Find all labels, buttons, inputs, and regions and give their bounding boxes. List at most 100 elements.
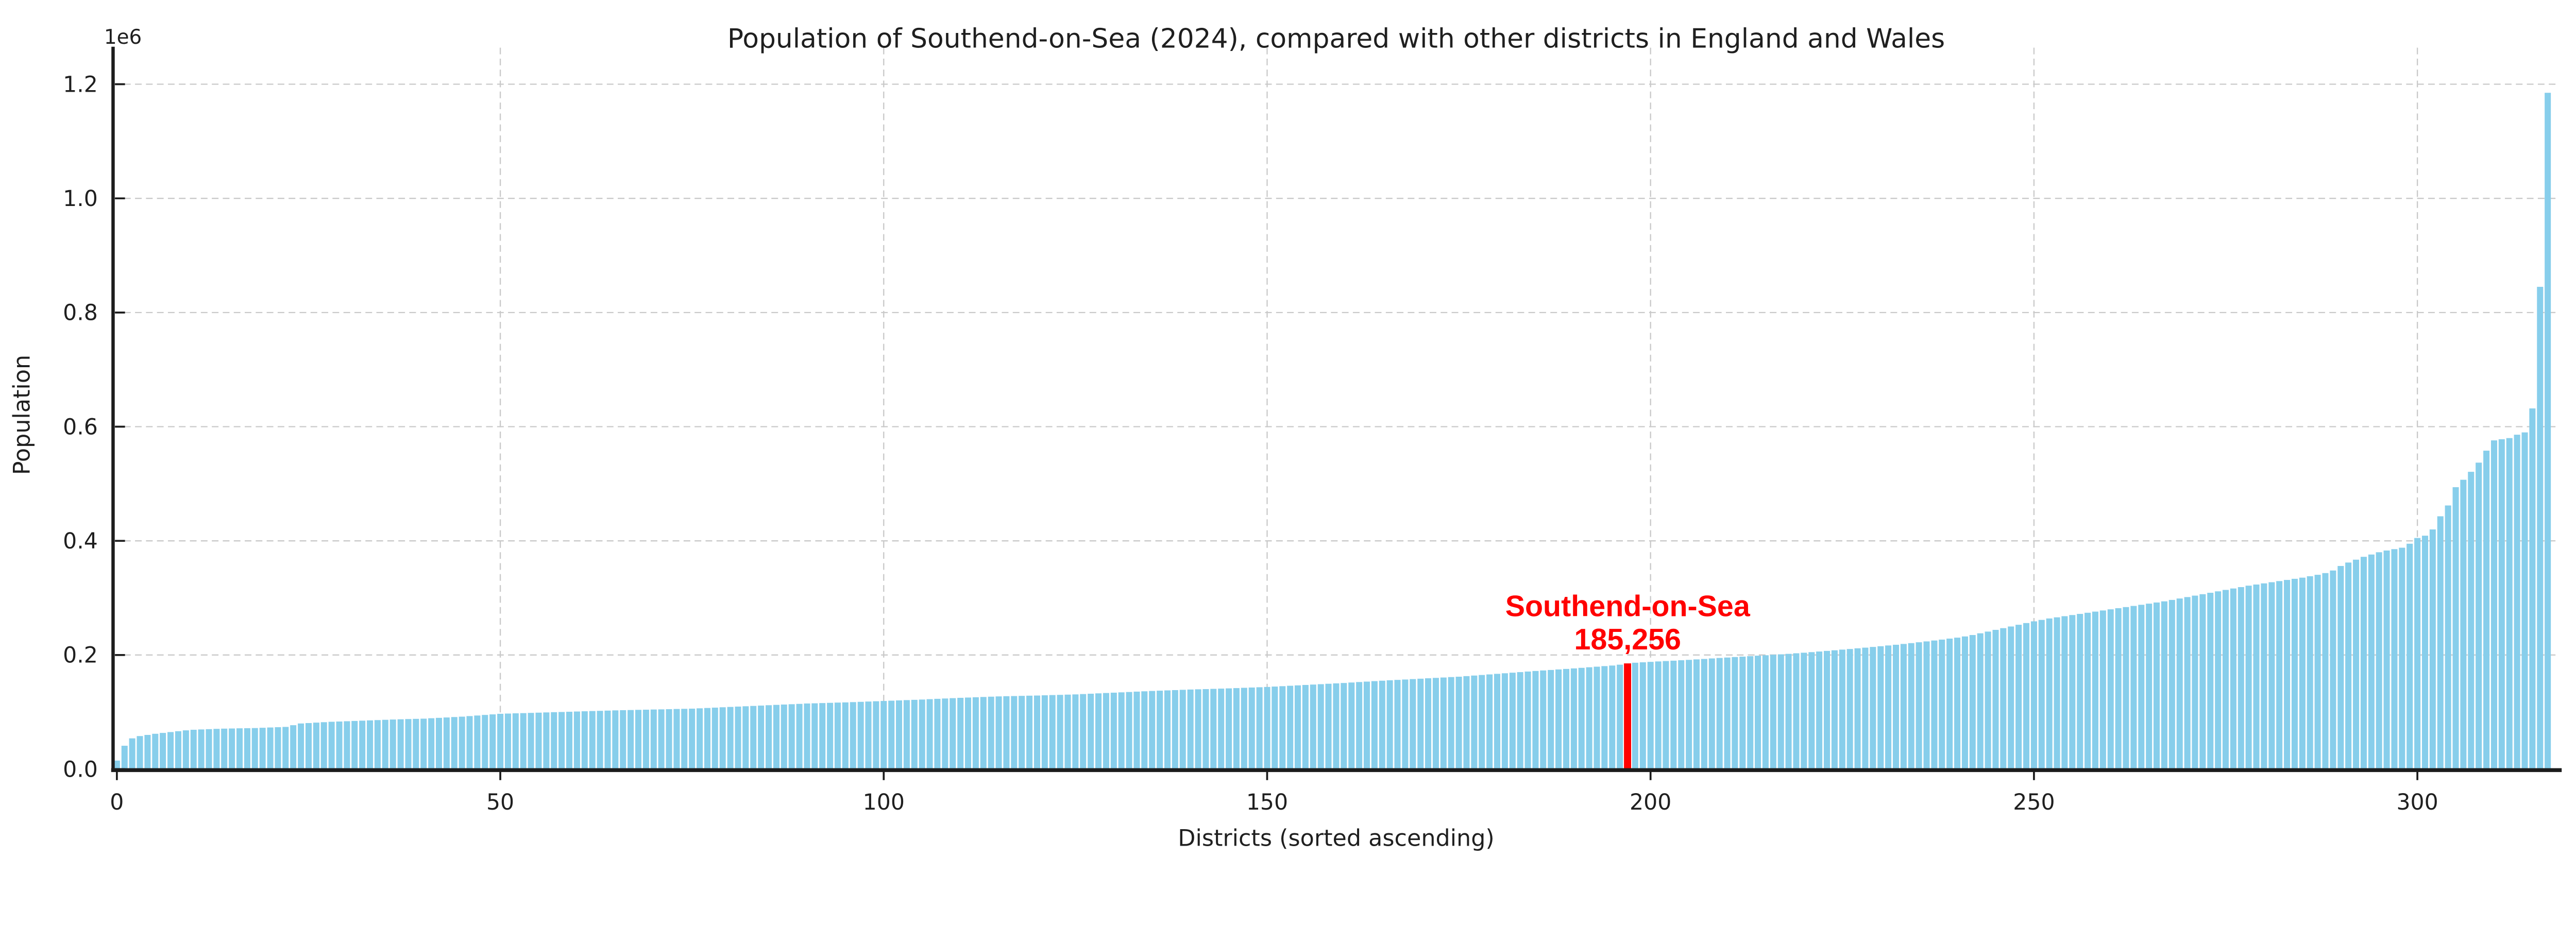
bar-41	[428, 718, 435, 771]
bar-251	[2038, 620, 2045, 771]
bar-294	[2368, 554, 2375, 771]
bar-117	[1011, 696, 1018, 771]
bar-106	[926, 699, 933, 771]
bar-1	[121, 746, 128, 771]
bar-56	[543, 712, 550, 771]
bar-94	[834, 702, 841, 771]
bar-246	[2000, 628, 2007, 771]
bar-225	[1839, 649, 1845, 771]
bar-176	[1463, 676, 1470, 771]
y-tick-label-0.6: 0.6	[63, 414, 98, 440]
bar-192	[1586, 667, 1592, 771]
bar-49	[489, 714, 496, 771]
bar-265	[2146, 604, 2153, 771]
bar-227	[1854, 648, 1861, 771]
bar-306	[2460, 479, 2467, 771]
bar-200	[1647, 662, 1654, 771]
bar-128	[1095, 693, 1102, 771]
bar-124	[1064, 694, 1071, 771]
highlighted-bar-southend-on-sea	[1624, 663, 1632, 771]
bar-54	[528, 713, 534, 771]
bar-248	[2015, 625, 2022, 771]
bar-297	[2391, 549, 2398, 771]
bar-131	[1118, 692, 1125, 771]
bar-156	[1310, 684, 1316, 771]
bar-314	[2521, 432, 2528, 771]
bar-194	[1601, 666, 1608, 771]
bar-12	[206, 729, 212, 771]
bar-250	[2030, 621, 2037, 771]
bar-140	[1187, 689, 1194, 771]
bar-185	[1532, 671, 1539, 771]
bar-169	[1410, 679, 1416, 771]
bar-316	[2537, 286, 2544, 771]
bar-221	[1808, 652, 1815, 771]
bar-307	[2468, 472, 2475, 771]
bar-228	[1862, 647, 1869, 771]
bar-175	[1455, 676, 1462, 771]
bar-210	[1724, 657, 1731, 771]
bar-158	[1325, 683, 1332, 771]
bar-304	[2445, 505, 2451, 771]
bar-183	[1517, 672, 1523, 771]
bar-313	[2514, 435, 2520, 771]
bar-150	[1264, 686, 1270, 771]
bar-157	[1317, 684, 1324, 771]
bar-25	[305, 723, 312, 771]
bar-241	[1961, 636, 1968, 771]
bar-226	[1846, 649, 1853, 771]
bar-105	[919, 699, 925, 771]
bars-group	[113, 93, 2551, 771]
bar-244	[1985, 631, 1991, 771]
bar-66	[620, 710, 626, 771]
bar-300	[2414, 538, 2421, 771]
bar-114	[988, 696, 994, 771]
bar-148	[1248, 687, 1255, 771]
bar-5	[152, 733, 159, 771]
bar-309	[2483, 451, 2490, 771]
bar-162	[1356, 682, 1363, 771]
y-tick-label-0.2: 0.2	[63, 643, 98, 668]
bar-136	[1157, 691, 1163, 771]
bar-118	[1019, 696, 1025, 771]
figure: 0 50 100 150 200 250 300 0.0 0.2 0.4 0.6 0.8 1.0 1.2…	[9, 23, 2562, 852]
bar-239	[1946, 638, 1953, 771]
bar-288	[2322, 573, 2329, 771]
bar-129	[1103, 693, 1109, 771]
bar-93	[827, 702, 834, 771]
bar-257	[2084, 612, 2091, 771]
annotation-district-name: Southend-on-Sea	[1505, 590, 1751, 623]
bar-216	[1770, 655, 1776, 771]
bar-42	[435, 717, 442, 771]
bar-98	[865, 701, 872, 771]
bar-11	[198, 729, 205, 771]
bar-317	[2545, 93, 2551, 771]
bar-107	[934, 698, 941, 771]
bar-134	[1141, 691, 1148, 771]
bar-142	[1202, 689, 1209, 771]
bar-83	[750, 706, 757, 771]
bar-88	[788, 704, 795, 771]
bar-51	[504, 713, 511, 771]
bar-34	[374, 720, 381, 771]
bar-86	[773, 705, 779, 771]
bar-245	[1992, 630, 1999, 771]
bar-258	[2092, 611, 2098, 771]
bar-174	[1448, 677, 1454, 771]
chart-title: Population of Southend-on-Sea (2024), co…	[727, 24, 1945, 55]
bar-236	[1923, 641, 1930, 771]
bar-78	[711, 708, 718, 771]
x-axis-ticks: 0 50 100 150 200 250 300	[110, 770, 2438, 815]
bar-108	[942, 698, 948, 771]
bar-215	[1762, 655, 1769, 771]
bar-16	[236, 728, 243, 771]
bar-44	[451, 717, 457, 771]
bar-82	[742, 706, 749, 771]
bar-155	[1302, 684, 1309, 771]
bar-259	[2099, 610, 2106, 771]
bar-209	[1716, 658, 1723, 771]
bar-201	[1655, 661, 1662, 771]
bar-308	[2476, 462, 2482, 771]
x-tick-label-200: 200	[1630, 789, 1671, 815]
bar-255	[2069, 615, 2076, 771]
